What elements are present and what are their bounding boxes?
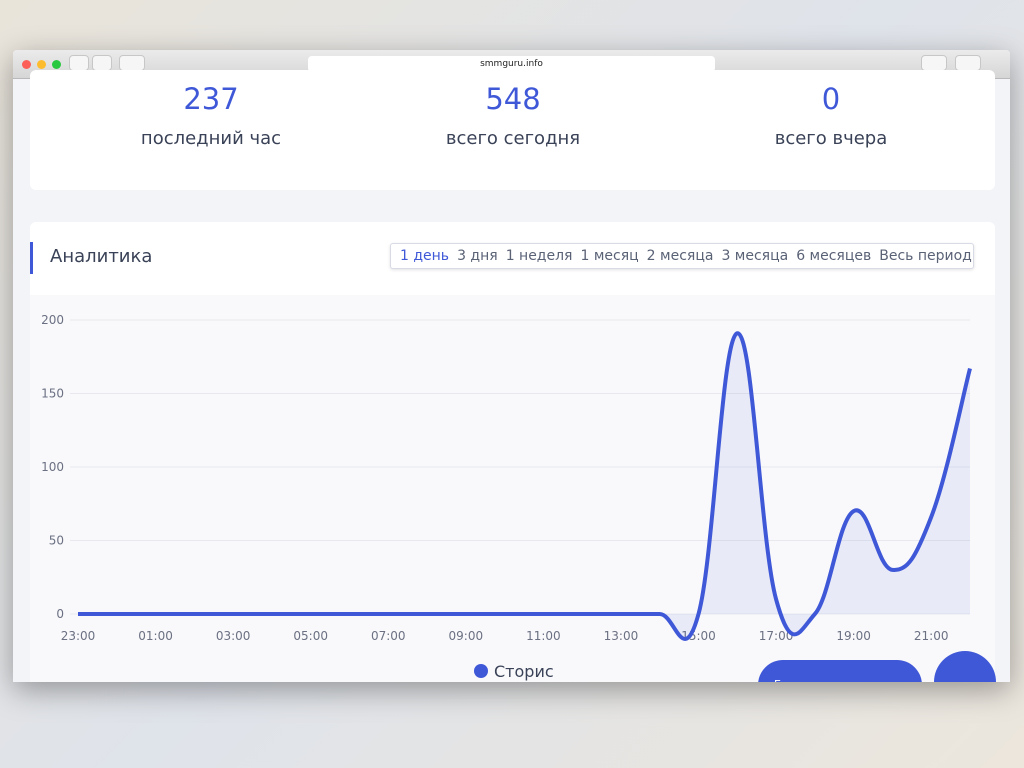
y-tick-label: 150 <box>41 387 64 401</box>
x-tick-label: 13:00 <box>604 629 639 643</box>
stat: 0 всего вчера <box>681 82 981 149</box>
stat: 548 всего сегодня <box>363 82 663 149</box>
chart: 0 50 100 150 200 23:00 01:00 03:00 05:00 07:00 09:… <box>41 313 972 681</box>
x-tick-label: 23:00 <box>61 629 96 643</box>
address-bar[interactable]: smmguru.info <box>308 56 715 72</box>
browser-window: smmguru.info 237 последний час 548 всего… <box>13 50 1010 682</box>
stat-value: 237 <box>183 82 239 116</box>
title-accent <box>30 242 33 274</box>
period-tab[interactable]: 3 месяца <box>721 248 789 264</box>
area <box>78 333 970 639</box>
stat: 237 последний час <box>61 82 361 149</box>
close-button[interactable] <box>22 60 31 69</box>
y-tick-label: 200 <box>41 313 64 327</box>
period-tab[interactable]: Весь период <box>879 248 972 264</box>
period-tab[interactable]: 1 день <box>400 248 450 264</box>
y-tick-label: 0 <box>56 607 64 621</box>
stat-value: 0 <box>821 82 841 116</box>
period-tabs: 1 день 3 дня 1 неделя 1 месяц 2 месяца 3 меся… <box>390 243 974 269</box>
y-tick-label: 50 <box>49 534 64 548</box>
zoom-button[interactable] <box>52 60 61 69</box>
x-tick-label: 17:00 <box>759 629 794 643</box>
period-tab[interactable]: 1 месяц <box>580 248 639 264</box>
legend-label: Сторис <box>494 662 554 681</box>
x-tick-label: 01:00 <box>138 629 173 643</box>
x-tick-label: 03:00 <box>216 629 251 643</box>
x-tick-label: 21:00 <box>914 629 949 643</box>
period-tab[interactable]: 2 месяца <box>646 248 714 264</box>
legend-marker <box>474 664 488 678</box>
stat-label: всего вчера <box>774 128 888 149</box>
analytics-title: Аналитика <box>50 246 153 267</box>
x-tick-label: 19:00 <box>836 629 871 643</box>
y-tick-label: 100 <box>41 460 64 474</box>
minimize-button[interactable] <box>37 60 46 69</box>
stats-card: 237 последний час 548 всего сегодня 0 вс… <box>30 70 995 190</box>
analytics-card: Аналитика <box>30 222 995 682</box>
period-tab[interactable]: 3 дня <box>457 248 498 264</box>
stat-label: последний час <box>140 128 282 149</box>
x-tick-label: 07:00 <box>371 629 406 643</box>
x-tick-label: 11:00 <box>526 629 561 643</box>
line <box>77 331 972 641</box>
chat-bubble[interactable]: Если что, мы здесь <box>758 660 922 682</box>
stat-value: 548 <box>485 82 541 116</box>
x-tick-label: 09:00 <box>449 629 484 643</box>
stat-label: всего сегодня <box>445 128 581 149</box>
period-tab[interactable]: 6 месяцев <box>796 248 872 264</box>
x-tick-label: 05:00 <box>293 629 328 643</box>
period-tab[interactable]: 1 неделя <box>505 248 573 264</box>
